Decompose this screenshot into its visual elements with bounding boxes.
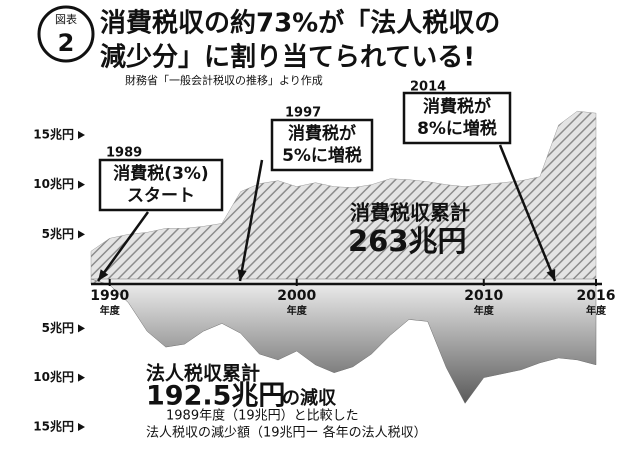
annotation-text: 消費税が: [423, 96, 491, 117]
arrow-head: [237, 269, 247, 281]
series-total: 192.5兆円: [146, 381, 285, 412]
x-tick-unit: 年度: [287, 304, 308, 317]
area: [90, 278, 597, 404]
title: 減少分」に割り当てられている!: [100, 42, 475, 73]
arrow-line: [96, 211, 150, 282]
series-suffix: の減収: [282, 387, 337, 409]
y-tick-label: 5兆円: [42, 320, 74, 335]
annotation-box: [402, 91, 512, 145]
x-tick-label: 2016: [577, 288, 616, 304]
annotation-text: 8%に増税: [417, 118, 497, 139]
series-name: 法人税収累計: [146, 362, 260, 385]
annotation-box: [98, 158, 224, 212]
x-tick-label: 1990: [90, 288, 129, 304]
y-tick-label: 10兆円: [33, 176, 74, 191]
annotation-text: 消費税(3%): [113, 163, 208, 184]
tick-mark: [78, 324, 85, 333]
y-tick-label: 5兆円: [42, 226, 74, 241]
badge-number: 2: [58, 29, 75, 57]
x-tick-label: 2010: [464, 288, 503, 304]
annotation-text: 消費税が: [288, 123, 356, 144]
annotation-year: 1997: [285, 106, 321, 121]
tick-mark: [78, 230, 85, 239]
series-note: 法人税収の減少額（19兆円ー 各年の法人税収）: [146, 425, 427, 441]
arrow-line: [498, 144, 557, 282]
y-tick-label: 15兆円: [33, 127, 74, 142]
source: 財務省「一般会計税収の推移」より作成: [125, 73, 323, 87]
tick-mark: [78, 373, 85, 382]
arrow-head: [546, 269, 556, 281]
annotation-text: 5%に増税: [282, 145, 362, 166]
x-tick-unit: 年度: [100, 304, 121, 317]
series-name: 消費税収累計: [350, 201, 470, 225]
badge: [37, 5, 95, 63]
arrow-line: [238, 159, 264, 282]
series-total: 263兆円: [348, 224, 467, 258]
y-tick-label: 15兆円: [33, 419, 74, 434]
tick-mark: [78, 180, 85, 189]
annotation-year: 2014: [410, 80, 446, 95]
x-tick-unit: 年度: [586, 304, 607, 317]
x-tick-unit: 年度: [474, 304, 495, 317]
annotation-year: 1989: [106, 146, 142, 161]
x-tick-label: 2000: [277, 288, 316, 304]
tick-mark: [78, 423, 85, 431]
arrow-head: [98, 269, 109, 281]
series-note: 1989年度（19兆円）と比較した: [166, 408, 359, 424]
area: [90, 110, 597, 285]
annotation-text: スタート: [127, 186, 195, 206]
tick-mark: [78, 131, 85, 139]
annotation-box: [270, 118, 374, 172]
title: 消費税収の約73%が「法人税収の: [100, 8, 500, 39]
y-tick-label: 10兆円: [33, 369, 74, 384]
badge-label: 図表: [55, 12, 77, 26]
